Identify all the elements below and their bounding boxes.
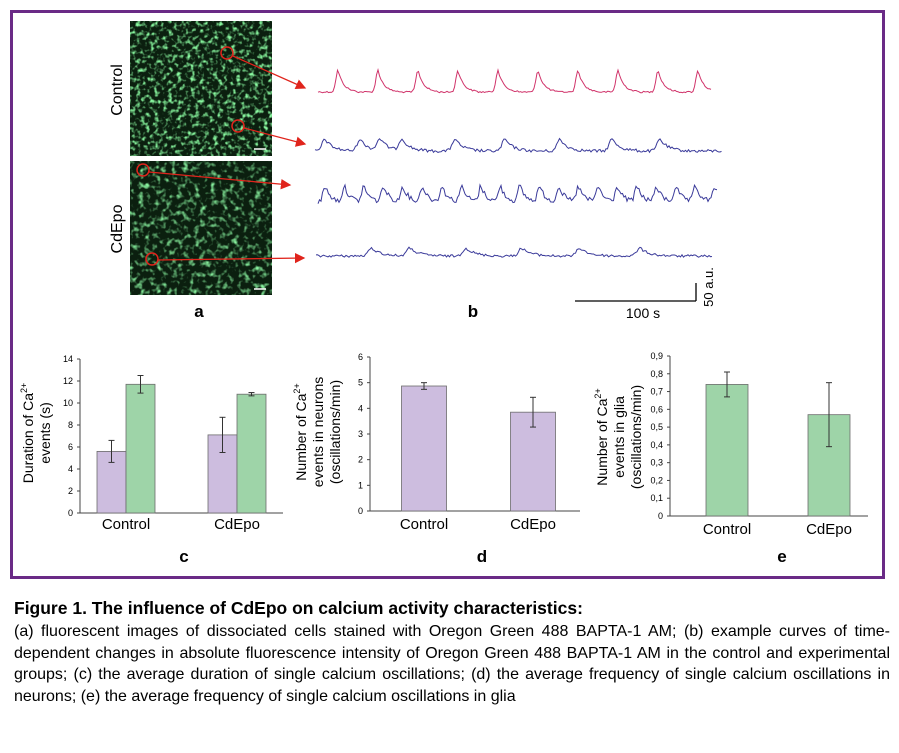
roi-circle: [220, 46, 234, 60]
y-tick-label: 0,6: [650, 404, 663, 414]
roi-circle: [145, 252, 159, 266]
trace-cdepo-2: [315, 246, 713, 258]
chart-d-ylabel-3: (oscillations/min): [327, 380, 343, 484]
y-tick-label: 0,1: [650, 493, 663, 503]
chart-c-ylabel-1: Duration of Ca2+: [19, 383, 36, 484]
y-tick-label: 0: [658, 511, 663, 521]
y-tick-label: 4: [68, 464, 73, 474]
figure-canvas: Control CdEpo a 100 s 50 a.u. b Duration…: [19, 21, 868, 566]
caption-title: Figure 1. The influence of CdEpo on calc…: [14, 598, 583, 618]
chart-e: Number of Ca2+ events in glia (oscillati…: [593, 351, 868, 566]
chart-c-ylabel-2: events (s): [37, 402, 53, 463]
category-label: CdEpo: [806, 521, 852, 538]
y-tick-label: 2: [68, 486, 73, 496]
chart-d-ylabel-1: Number of Ca2+: [292, 383, 309, 480]
category-label: CdEpo: [214, 516, 260, 533]
row-label-control: Control: [109, 64, 126, 116]
chart-d: Number of Ca2+ events in neurons (oscill…: [292, 352, 580, 566]
roi-circle: [231, 119, 245, 133]
panel-label-b: b: [468, 302, 478, 321]
row-label-cdepo: CdEpo: [109, 204, 126, 253]
y-tick-label: 0,5: [650, 422, 663, 432]
panel-b: 100 s 50 a.u. b: [314, 68, 722, 321]
trace-control-1: [317, 68, 712, 94]
chart-d-ylabel-2: events in neurons: [310, 377, 326, 488]
category-label: CdEpo: [510, 516, 556, 533]
arrow: [232, 55, 307, 90]
y-tick-label: 6: [358, 352, 363, 362]
y-tick-label: 12: [63, 376, 73, 386]
y-tick-label: 1: [358, 480, 363, 490]
scale-label-time: 100 s: [626, 305, 660, 321]
bar: [125, 383, 156, 514]
chart-c: Duration of Ca2+ events (s) c 0 2 4 6 8 10 12 1…: [19, 354, 283, 566]
panel-a: Control CdEpo a: [109, 21, 307, 321]
caption-body: (a) fluorescent images of dissociated ce…: [14, 623, 890, 705]
y-tick-label: 6: [68, 442, 73, 452]
y-tick-label: 0: [358, 506, 363, 516]
y-tick-label: 10: [63, 398, 73, 408]
y-tick-label: 0,4: [650, 440, 663, 450]
y-tick-label: 0,8: [650, 369, 663, 379]
y-tick-label: 3: [358, 429, 363, 439]
category-label: Control: [703, 521, 751, 538]
chart-e-ylabel-1: Number of Ca2+: [593, 388, 610, 485]
y-tick-label: 0,7: [650, 387, 663, 397]
arrow: [157, 252, 306, 264]
panel-label-a: a: [194, 302, 204, 321]
figure-caption: Figure 1. The influence of CdEpo on calc…: [14, 597, 890, 707]
arrow: [148, 171, 292, 190]
y-tick-label: 8: [68, 420, 73, 430]
scale-label-intensity: 50 a.u.: [701, 267, 716, 307]
panel-label-c: c: [179, 547, 188, 566]
cdepo-micrograph-cells: [130, 161, 272, 295]
panel-label-e: e: [777, 547, 786, 566]
y-tick-label: 14: [63, 354, 73, 364]
trace-control-2: [314, 137, 722, 154]
y-tick-label: 0,9: [650, 351, 663, 361]
y-tick-label: 0,2: [650, 475, 663, 485]
bar: [401, 385, 447, 512]
y-tick-label: 0,3: [650, 458, 663, 468]
y-tick-label: 5: [358, 378, 363, 388]
bar: [705, 384, 749, 517]
arrow: [243, 127, 307, 147]
trace-cdepo-1: [317, 183, 718, 204]
y-tick-label: 2: [358, 455, 363, 465]
chart-e-ylabel-3: (oscillations/min): [628, 385, 644, 489]
bar: [236, 393, 267, 514]
y-tick-label: 4: [358, 403, 363, 413]
category-label: Control: [400, 516, 448, 533]
roi-circle: [136, 163, 150, 177]
panel-label-d: d: [477, 547, 487, 566]
control-micrograph-cells: [130, 21, 272, 156]
chart-e-ylabel-2: events in glia: [611, 396, 627, 478]
category-label: Control: [102, 516, 150, 533]
y-tick-label: 0: [68, 508, 73, 518]
bar: [510, 411, 556, 512]
